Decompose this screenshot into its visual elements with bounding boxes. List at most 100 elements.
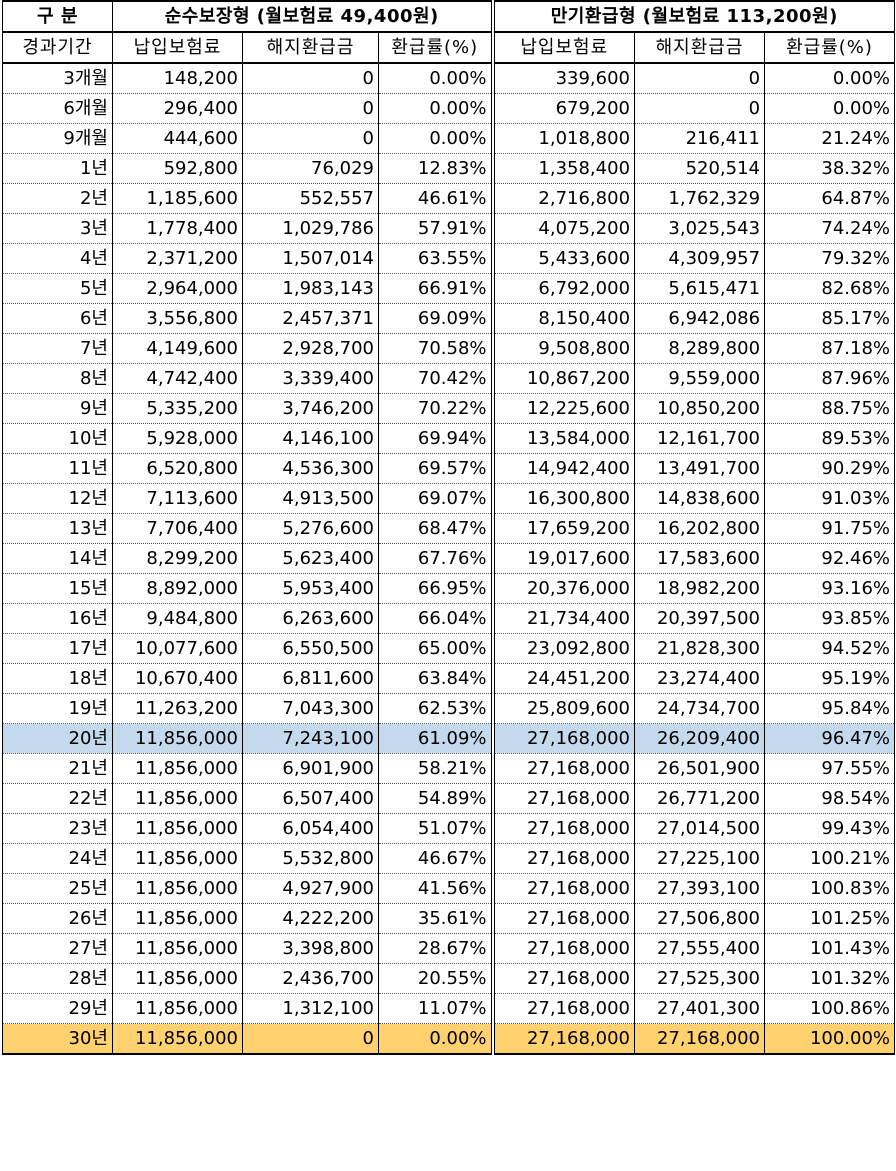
period-cell: 16년	[2, 603, 113, 634]
plan2-paid-cell: 24,451,200	[490, 663, 636, 694]
plan2-rate-cell: 99.43%	[764, 813, 896, 844]
plan2-rate-cell: 93.85%	[764, 603, 896, 634]
plan1-paid-cell: 1,778,400	[112, 213, 243, 244]
plan1-rate-cell: 61.09%	[377, 723, 494, 754]
plan1-refund-cell: 7,243,100	[242, 723, 379, 754]
table-row: 6년 3,556,800 2,457,371 69.09% 8,150,400 6,942…	[2, 303, 896, 334]
plan2-refund-cell: 27,014,500	[634, 813, 766, 844]
plan1-paid-cell: 11,856,000	[112, 963, 243, 994]
plan1-paid-cell: 11,856,000	[112, 873, 243, 904]
plan2-rate-cell: 100.21%	[764, 843, 896, 874]
table-row: 2년 1,185,600 552,557 46.61% 2,716,800 1,762,3…	[2, 183, 896, 214]
table-row: 13년 7,706,400 5,276,600 68.47% 17,659,200 16,…	[2, 513, 896, 544]
period-cell: 21년	[2, 753, 113, 784]
plan1-refund-cell: 6,550,500	[242, 633, 379, 664]
table-row: 15년 8,892,000 5,953,400 66.95% 20,376,000 18,…	[2, 573, 896, 604]
plan2-rate-cell: 101.43%	[764, 933, 896, 964]
plan1-refund-cell: 1,507,014	[242, 243, 379, 274]
table-row: 28년 11,856,000 2,436,700 20.55% 27,168,000 27…	[2, 963, 896, 994]
period-cell: 20년	[2, 723, 113, 754]
period-cell: 15년	[2, 573, 113, 604]
plan2-refund-cell: 0	[634, 63, 766, 94]
plan1-paid-cell: 11,856,000	[112, 723, 243, 754]
plan1-rate-cell: 68.47%	[377, 513, 494, 544]
plan1-paid-cell: 11,856,000	[112, 903, 243, 934]
plan2-rate-cell: 96.47%	[764, 723, 896, 754]
plan2-paid-cell: 27,168,000	[490, 933, 636, 964]
plan2-paid-cell: 12,225,600	[490, 393, 636, 424]
plan1-rate-cell: 20.55%	[377, 963, 494, 994]
plan2-refund-cell: 27,225,100	[634, 843, 766, 874]
plan1-rate-cell: 57.91%	[377, 213, 494, 244]
plan2-rate-cell: 89.53%	[764, 423, 896, 454]
table-row: 30년 11,856,000 0 0.00% 27,168,000 27,168,000 1…	[2, 1023, 896, 1055]
plan1-refund-cell: 4,913,500	[242, 483, 379, 514]
plan2-refund-cell: 23,274,400	[634, 663, 766, 694]
plan1-paid-cell: 11,856,000	[112, 843, 243, 874]
plan1-refund-cell: 0	[242, 123, 379, 154]
plan2-paid-cell: 13,584,000	[490, 423, 636, 454]
table-row: 21년 11,856,000 6,901,900 58.21% 27,168,000 26…	[2, 753, 896, 784]
period-cell: 3년	[2, 213, 113, 244]
plan2-rate-cell: 97.55%	[764, 753, 896, 784]
period-cell: 5년	[2, 273, 113, 304]
plan1-rate-cell: 65.00%	[377, 633, 494, 664]
plan1-rate-cell: 0.00%	[377, 93, 494, 124]
period-cell: 9년	[2, 393, 113, 424]
plan1-refund-cell: 552,557	[242, 183, 379, 214]
plan2-paid-cell: 17,659,200	[490, 513, 636, 544]
plan1-refund-cell: 0	[242, 63, 379, 94]
plan1-refund-cell: 6,263,600	[242, 603, 379, 634]
plan2-rate-cell: 91.03%	[764, 483, 896, 514]
plan2-refund-cell: 18,982,200	[634, 573, 766, 604]
plan1-rate-cell: 69.07%	[377, 483, 494, 514]
plan1-refund-cell: 4,927,900	[242, 873, 379, 904]
plan1-refund-cell: 1,983,143	[242, 273, 379, 304]
plan2-title: 만기환급형 (월보험료 113,200원)	[490, 0, 896, 33]
plan2-paid-cell: 8,150,400	[490, 303, 636, 334]
period-cell: 23년	[2, 813, 113, 844]
plan1-rate-cell: 54.89%	[377, 783, 494, 814]
plan1-rate-cell: 35.61%	[377, 903, 494, 934]
plan1-paid-cell: 11,856,000	[112, 783, 243, 814]
table-row: 1년 592,800 76,029 12.83% 1,358,400 520,514 38.…	[2, 153, 896, 184]
plan2-paid-cell: 1,358,400	[490, 153, 636, 184]
plan1-rate-cell: 69.09%	[377, 303, 494, 334]
plan2-paid-cell: 27,168,000	[490, 813, 636, 844]
period-cell: 9개월	[2, 123, 113, 154]
plan1-rate-cell: 0.00%	[377, 123, 494, 154]
plan2-refund-cell: 20,397,500	[634, 603, 766, 634]
plan2-paid-cell: 4,075,200	[490, 213, 636, 244]
plan1-refund-cell: 0	[242, 1023, 379, 1055]
plan2-paid-cell: 2,716,800	[490, 183, 636, 214]
plan1-rate-cell: 63.55%	[377, 243, 494, 274]
plan1-refund-cell: 4,222,200	[242, 903, 379, 934]
plan1-paid-cell: 7,113,600	[112, 483, 243, 514]
plan2-refund-cell: 21,828,300	[634, 633, 766, 664]
plan1-rate-cell: 12.83%	[377, 153, 494, 184]
plan2-paid-cell: 27,168,000	[490, 723, 636, 754]
plan1-paid-cell: 11,856,000	[112, 813, 243, 844]
plan1-refund-cell: 3,339,400	[242, 363, 379, 394]
plan2-refund-cell: 5,615,471	[634, 273, 766, 304]
plan1-paid-header: 납입보험료	[112, 32, 243, 64]
table-row: 17년 10,077,600 6,550,500 65.00% 23,092,800 21…	[2, 633, 896, 664]
table-row: 26년 11,856,000 4,222,200 35.61% 27,168,000 27…	[2, 903, 896, 934]
table-row: 16년 9,484,800 6,263,600 66.04% 21,734,400 20,…	[2, 603, 896, 634]
plan2-rate-cell: 21.24%	[764, 123, 896, 154]
plan1-paid-cell: 11,856,000	[112, 1023, 243, 1055]
plan2-paid-cell: 20,376,000	[490, 573, 636, 604]
plan1-paid-cell: 592,800	[112, 153, 243, 184]
plan1-paid-cell: 296,400	[112, 93, 243, 124]
plan1-refund-cell: 6,901,900	[242, 753, 379, 784]
plan1-rate-cell: 0.00%	[377, 63, 494, 94]
plan2-refund-cell: 6,942,086	[634, 303, 766, 334]
plan1-paid-cell: 9,484,800	[112, 603, 243, 634]
plan2-rate-cell: 64.87%	[764, 183, 896, 214]
plan1-rate-cell: 51.07%	[377, 813, 494, 844]
plan1-rate-cell: 11.07%	[377, 993, 494, 1024]
plan2-refund-header: 해지환급금	[634, 32, 766, 64]
plan1-refund-cell: 7,043,300	[242, 693, 379, 724]
plan2-refund-cell: 16,202,800	[634, 513, 766, 544]
plan2-rate-cell: 0.00%	[764, 63, 896, 94]
